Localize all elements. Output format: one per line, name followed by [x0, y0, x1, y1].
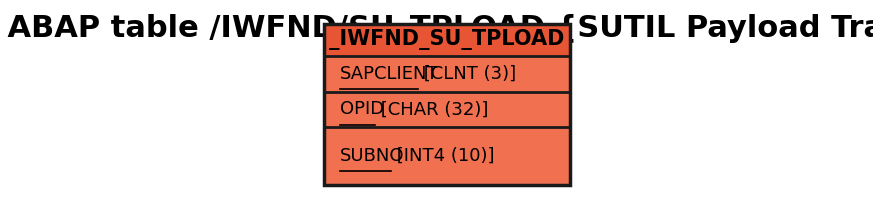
Text: [CLNT (3)]: [CLNT (3)]	[418, 65, 516, 83]
Text: OPID: OPID	[340, 100, 384, 118]
FancyBboxPatch shape	[324, 24, 570, 185]
Text: _IWFND_SU_TPLOAD: _IWFND_SU_TPLOAD	[329, 29, 565, 50]
Text: [CHAR (32)]: [CHAR (32)]	[375, 100, 489, 118]
Text: SAP ABAP table /IWFND/SU_TPLOAD {SUTIL Payload Trace}: SAP ABAP table /IWFND/SU_TPLOAD {SUTIL P…	[0, 14, 873, 44]
Text: [INT4 (10)]: [INT4 (10)]	[391, 147, 495, 165]
Text: SUBNO: SUBNO	[340, 147, 405, 165]
FancyBboxPatch shape	[324, 24, 570, 56]
Text: SAPCLIENT: SAPCLIENT	[340, 65, 439, 83]
